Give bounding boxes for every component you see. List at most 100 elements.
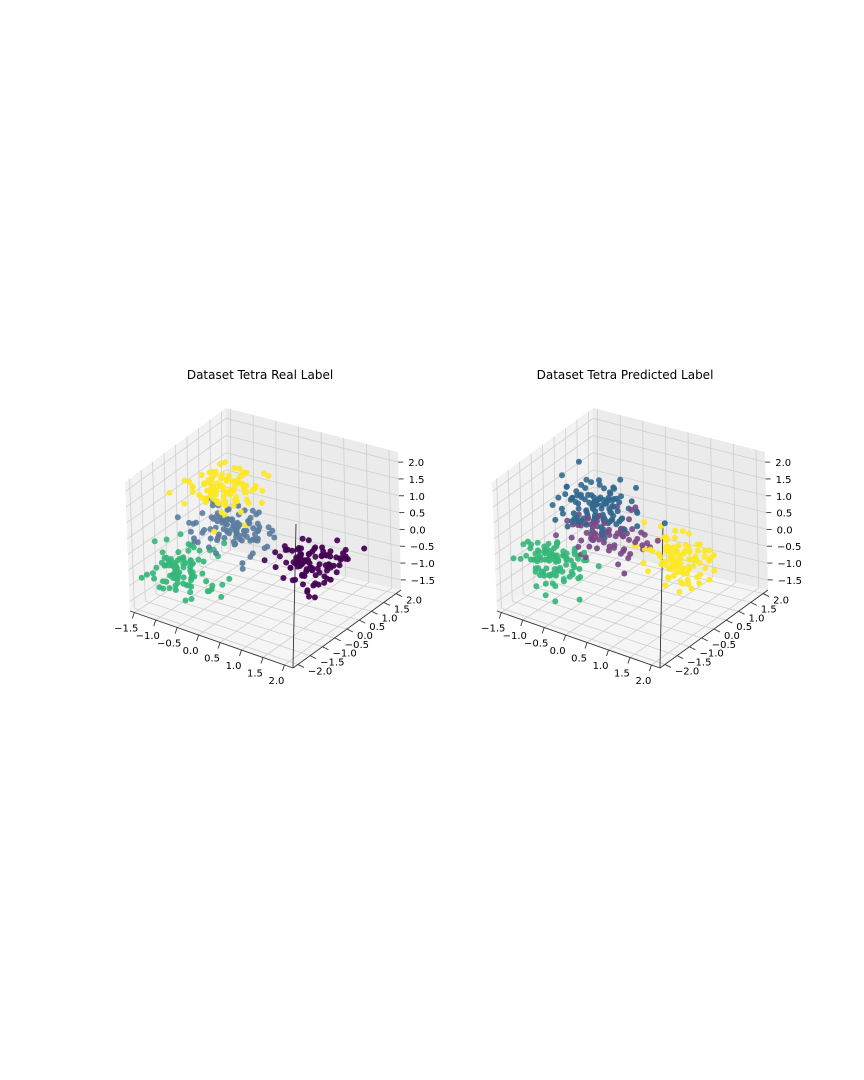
data-point — [235, 502, 242, 509]
data-point — [639, 542, 646, 549]
data-point — [290, 559, 297, 566]
data-point — [299, 571, 306, 578]
data-point — [172, 582, 179, 589]
data-point — [578, 537, 585, 544]
y-tick — [383, 602, 391, 606]
data-point — [649, 548, 656, 555]
data-point — [156, 584, 163, 591]
data-point — [189, 488, 196, 495]
data-point — [543, 565, 550, 572]
data-point — [576, 566, 583, 572]
data-point — [685, 566, 692, 573]
data-point — [206, 469, 213, 476]
data-point — [255, 527, 262, 533]
x-tick — [131, 612, 135, 619]
data-point — [634, 523, 641, 530]
data-point — [654, 537, 661, 544]
y-tick-label: −0.5 — [712, 640, 736, 651]
data-point — [598, 529, 605, 536]
y-tick — [297, 664, 305, 668]
data-point — [209, 582, 216, 589]
data-point — [177, 531, 184, 538]
data-point — [588, 479, 595, 486]
data-point — [559, 472, 565, 479]
x-tick-label: 1.0 — [226, 661, 242, 672]
data-point — [303, 568, 310, 575]
data-point — [214, 518, 221, 525]
data-point — [591, 497, 598, 504]
data-point — [640, 560, 647, 567]
data-point — [558, 505, 565, 512]
grid-line — [732, 443, 737, 583]
data-point — [189, 484, 196, 490]
data-point — [231, 465, 238, 471]
grid-line — [512, 600, 678, 656]
data-point — [300, 581, 306, 588]
y-tick — [762, 593, 770, 597]
data-point — [218, 482, 225, 489]
y-tick-label: 0.0 — [724, 631, 740, 642]
data-point — [321, 573, 328, 580]
grid-line — [125, 417, 227, 492]
data-point — [159, 578, 166, 585]
grid-line — [507, 470, 513, 602]
data-point — [626, 516, 632, 523]
x-axis-line — [496, 610, 661, 669]
data-point — [172, 587, 179, 593]
data-point — [617, 476, 624, 483]
y-tick-label: −1.0 — [332, 649, 356, 660]
data-point — [627, 551, 634, 557]
data-point — [311, 594, 318, 601]
data-point — [254, 535, 261, 542]
data-point — [253, 511, 260, 518]
y-tick-label: 1.5 — [394, 604, 410, 615]
data-point — [576, 596, 583, 603]
data-point — [187, 589, 194, 596]
data-point — [218, 593, 225, 600]
data-point — [138, 574, 145, 581]
grid-line — [125, 435, 227, 508]
data-point — [672, 560, 679, 566]
data-point — [249, 487, 256, 494]
data-point — [344, 556, 351, 563]
data-point — [181, 477, 188, 484]
data-point — [299, 535, 306, 542]
data-point — [554, 539, 561, 546]
data-point — [221, 534, 228, 541]
grid-line — [519, 461, 524, 595]
x-tick-label: −1.5 — [114, 624, 138, 635]
data-point — [307, 564, 314, 571]
data-point — [324, 564, 331, 571]
data-point — [206, 588, 213, 595]
data-point — [676, 553, 683, 560]
y-tick — [334, 637, 341, 642]
data-point — [596, 481, 603, 488]
grid-line — [533, 586, 702, 639]
data-point — [583, 508, 590, 515]
data-point — [697, 571, 704, 578]
x-tick-label: 0.0 — [550, 646, 566, 657]
data-point — [542, 580, 549, 587]
grid-line — [565, 428, 568, 566]
data-point — [534, 558, 541, 565]
data-point — [186, 479, 193, 485]
y-tick — [309, 655, 317, 659]
x-tick-label: 1.5 — [614, 669, 630, 680]
data-point — [318, 553, 325, 560]
data-point — [185, 547, 192, 554]
data-point — [665, 565, 672, 572]
data-point — [596, 536, 602, 543]
data-point — [176, 555, 183, 562]
grid-line — [492, 417, 594, 492]
grid-line — [544, 579, 715, 630]
grid-line — [592, 469, 767, 513]
x-tick-label: −1.0 — [136, 631, 160, 642]
z-tick-label: 2.0 — [408, 458, 424, 469]
data-point — [662, 533, 669, 540]
data-point — [221, 459, 228, 466]
data-point — [575, 500, 582, 507]
x-tick — [239, 649, 242, 657]
data-point — [241, 484, 248, 491]
data-point — [581, 549, 588, 556]
x-tick — [153, 619, 157, 627]
